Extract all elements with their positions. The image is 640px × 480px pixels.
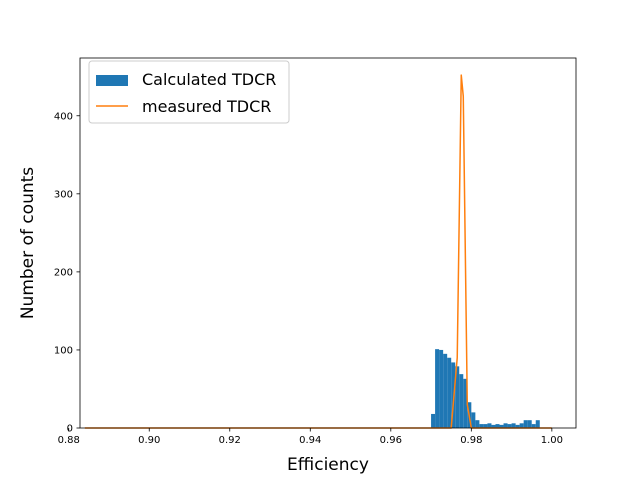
histogram-bar xyxy=(479,424,484,428)
legend-swatch-calculated-tdcr xyxy=(96,75,128,86)
y-tick-label: 100 xyxy=(54,345,73,356)
y-tick-label: 0 xyxy=(67,424,73,435)
legend: Calculated TDCR measured TDCR xyxy=(88,60,290,124)
histogram-bar xyxy=(527,420,532,428)
histogram-bar xyxy=(519,423,524,428)
histogram-bar xyxy=(459,374,464,428)
histogram-bar xyxy=(447,357,452,428)
y-tick-label: 300 xyxy=(54,189,73,200)
axes-frame xyxy=(79,57,577,429)
x-tick-label: 0.92 xyxy=(219,435,241,446)
histogram-bar xyxy=(495,424,500,428)
x-tick-label: 0.96 xyxy=(380,435,402,446)
x-tick-label: 1.00 xyxy=(541,435,563,446)
y-tick-label: 400 xyxy=(54,111,73,122)
histogram-bar xyxy=(471,412,476,428)
histogram-bar xyxy=(435,349,440,428)
histogram-bar xyxy=(511,423,516,428)
y-axis-title: Number of counts xyxy=(18,167,38,319)
y-tick-label: 200 xyxy=(54,267,73,278)
plot-area xyxy=(84,74,552,429)
histogram-bar xyxy=(535,420,540,428)
histogram-bar xyxy=(503,423,508,428)
x-tick-label: 0.90 xyxy=(138,435,160,446)
histogram-bar xyxy=(491,424,496,428)
histogram-bar xyxy=(451,362,456,428)
histogram-bar xyxy=(499,424,504,428)
histogram-bar xyxy=(463,378,468,428)
histogram-bar xyxy=(487,423,492,428)
x-axis-title: Efficiency xyxy=(287,455,369,475)
legend-label-measured-tdcr: measured TDCR xyxy=(142,97,271,116)
histogram-bar xyxy=(475,420,480,428)
histogram-bar xyxy=(515,424,520,428)
legend-box xyxy=(88,60,290,124)
histogram-bar xyxy=(507,424,512,428)
legend-label-calculated-tdcr: Calculated TDCR xyxy=(142,70,276,89)
x-axis-ticks: 0.88 0.90 0.92 0.94 0.96 0.98 1.00 xyxy=(58,428,563,446)
histogram-bar xyxy=(483,424,488,428)
histogram-bar xyxy=(455,366,460,428)
histogram-bar xyxy=(531,424,536,428)
histogram-bar xyxy=(443,353,448,428)
measured-tdcr-line xyxy=(84,74,552,429)
y-axis-ticks: 0 100 200 300 400 xyxy=(54,111,80,435)
histogram-bar xyxy=(431,413,436,428)
x-tick-label: 0.88 xyxy=(58,435,80,446)
histogram-bar xyxy=(523,420,528,428)
x-tick-label: 0.98 xyxy=(460,435,482,446)
histogram-bar xyxy=(439,349,444,428)
x-tick-label: 0.94 xyxy=(299,435,321,446)
